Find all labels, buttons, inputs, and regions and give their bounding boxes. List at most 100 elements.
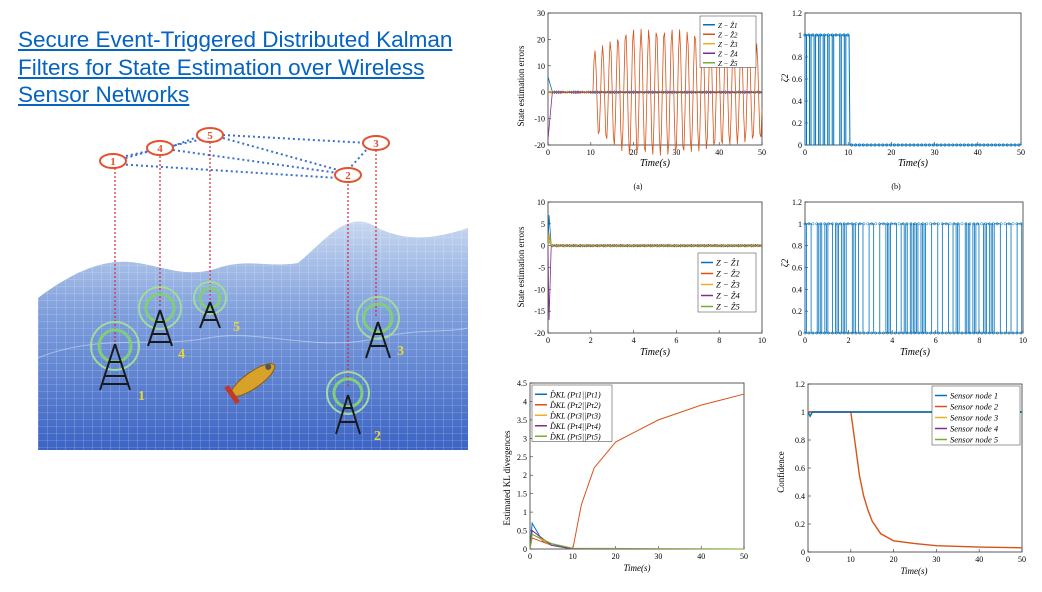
series-marker: [870, 222, 874, 226]
series-marker: [882, 331, 885, 335]
tower-5: [193, 281, 227, 329]
y-tick-label: 1: [798, 31, 802, 40]
series-marker: [972, 222, 976, 226]
series-marker: [874, 331, 878, 335]
series-marker: [827, 331, 830, 335]
y-tick-label: 10: [537, 62, 545, 71]
series-marker: [819, 222, 823, 226]
series-marker: [850, 331, 854, 335]
series-marker: [1007, 222, 1011, 226]
series-marker: [916, 143, 920, 147]
x-tick-label: 0: [803, 336, 807, 345]
x-tick-label: 4: [632, 336, 636, 345]
series-marker: [803, 331, 807, 335]
y-tick-label: 2.5: [517, 453, 527, 462]
legend-entry: D̂KL (Pτ5||Pτ5): [549, 431, 601, 441]
series-marker: [968, 222, 972, 226]
series-marker: [834, 33, 838, 37]
y-tick-label: 1.2: [795, 380, 805, 389]
series-marker: [908, 143, 912, 147]
node-oval-1: 1: [99, 153, 127, 169]
series-marker: [838, 33, 842, 37]
y-tick-label: 0: [523, 545, 527, 554]
series-marker: [870, 331, 874, 335]
series-marker: [838, 222, 842, 226]
y-tick-label: 0: [801, 548, 805, 557]
series-marker: [1009, 143, 1013, 147]
tower-1: [90, 321, 140, 391]
series-marker: [893, 331, 897, 335]
x-tick-label: 30: [932, 555, 940, 564]
series-marker: [921, 331, 925, 335]
legend-entry: Sensor node 5: [950, 435, 998, 445]
series-marker: [948, 331, 952, 335]
tower-4: [138, 286, 182, 347]
series-marker: [823, 222, 827, 226]
x-tick-label: 10: [1019, 336, 1027, 345]
series-marker: [846, 222, 850, 226]
chart-confidence: Confidence 0 10 20 30 40 50 1.2 1 0.8 0.6 0.4 0.2 0 S…: [776, 380, 1026, 576]
x-tick-label: 10: [758, 336, 766, 345]
series-marker: [905, 331, 909, 335]
y-tick-label: 0.6: [792, 75, 802, 84]
series-marker: [1019, 222, 1023, 226]
y-tick-label: 0.2: [792, 307, 802, 316]
legend-entry: Sensor node 1: [950, 391, 998, 401]
legend-entry: Z − Ẑ3: [716, 280, 740, 290]
series-marker: [889, 143, 893, 147]
series-marker: [944, 222, 948, 226]
series-marker: [850, 222, 854, 226]
series-marker: [885, 143, 889, 147]
x-tick-label: 6: [674, 336, 678, 345]
series-marker: [858, 222, 862, 226]
series-marker: [892, 143, 896, 147]
series-marker: [862, 331, 866, 335]
series-marker: [964, 222, 968, 226]
series-marker: [933, 331, 936, 335]
svg-text:1: 1: [138, 389, 145, 404]
series-marker: [846, 331, 850, 335]
x-tick-label: 40: [974, 148, 982, 157]
y-tick-label: -10: [534, 115, 545, 124]
series-marker: [990, 143, 994, 147]
series-marker: [830, 33, 834, 37]
x-tick-label: 2: [847, 336, 851, 345]
series-marker: [846, 33, 850, 37]
chart-kl-divergences: Estimated KL divergences 0 10 20 30 40 504.54…: [502, 379, 748, 573]
series-marker: [917, 222, 921, 226]
slide-title[interactable]: Secure Event-Triggered Distributed Kalma…: [18, 27, 453, 107]
series-marker: [1001, 143, 1005, 147]
series-marker: [866, 331, 870, 335]
y-tick-label: 0: [798, 329, 802, 338]
ylabel: State estimation errors: [516, 226, 526, 307]
series-marker: [831, 331, 834, 335]
y-tick-label: 2: [523, 471, 527, 480]
series-marker: [1019, 331, 1023, 335]
y-tick-label: 0.4: [792, 285, 802, 294]
legend-entry: Sensor node 4: [950, 424, 999, 434]
xlabel: Time(s): [640, 158, 671, 169]
series-marker: [960, 222, 964, 226]
series-marker: [925, 222, 929, 226]
x-tick-label: 0: [806, 555, 810, 564]
series-marker: [970, 143, 974, 147]
x-tick-label: 4: [890, 336, 894, 345]
series-marker: [976, 222, 980, 226]
svg-text:4: 4: [157, 143, 163, 155]
series-marker: [912, 143, 916, 147]
series-marker: [986, 143, 990, 147]
series-marker: [1017, 143, 1021, 147]
series-marker: [929, 222, 933, 226]
series-marker: [913, 222, 917, 226]
y-tick-label: -10: [534, 285, 545, 294]
series-marker: [866, 222, 870, 226]
series-marker: [826, 33, 830, 37]
series-marker: [921, 222, 925, 226]
y-tick-label: 1.5: [517, 490, 527, 499]
series-marker: [909, 222, 913, 226]
series-marker: [897, 222, 901, 226]
x-tick-label: 20: [630, 148, 638, 157]
x-tick-label: 50: [740, 552, 748, 561]
plot-area: [804, 201, 1024, 334]
x-tick-label: 40: [975, 555, 983, 564]
